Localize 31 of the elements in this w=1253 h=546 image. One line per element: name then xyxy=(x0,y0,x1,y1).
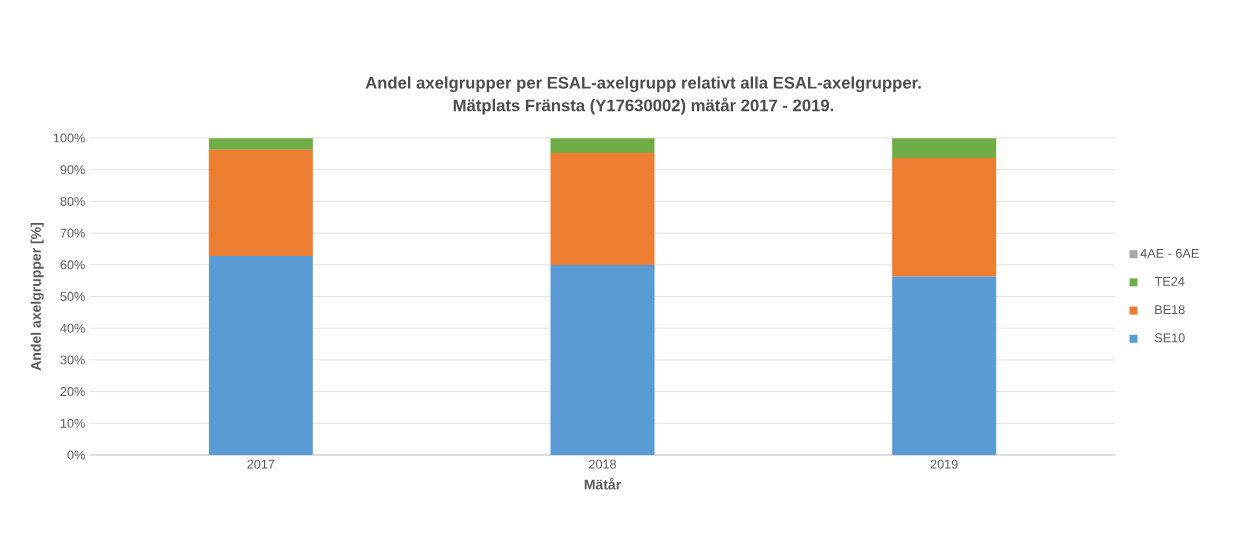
y-axis-title: Andel axelgrupper [%] xyxy=(30,223,44,371)
bar xyxy=(208,138,313,150)
y-tick-label: 90% xyxy=(60,165,85,175)
y-tick-label: 10% xyxy=(60,418,85,428)
bar xyxy=(208,149,313,256)
y-tick-label: 30% xyxy=(60,355,85,365)
bar xyxy=(550,152,655,266)
legend-label: TE24 xyxy=(1154,276,1185,286)
legend-label: SE10 xyxy=(1154,333,1185,343)
bar xyxy=(550,265,655,455)
y-tick-label: 100% xyxy=(53,133,85,143)
bar xyxy=(892,157,997,277)
bar xyxy=(892,138,997,158)
x-tick-label: 2018 xyxy=(589,459,617,469)
x-tick-label: 2017 xyxy=(247,459,275,469)
chart-title: Andel axelgrupper per ESAL-axelgrupp relativt alla ESAL-axelgrupper. xyxy=(365,76,921,93)
y-tick-label: 70% xyxy=(60,228,85,238)
y-tick-label: 60% xyxy=(60,260,85,270)
bar xyxy=(208,255,313,455)
legend-label: BE18 xyxy=(1155,305,1185,315)
y-tick-label: 20% xyxy=(60,387,85,397)
x-axis-title: Mätår xyxy=(584,477,621,490)
y-tick-label: 80% xyxy=(60,196,85,206)
x-tick-label: 2019 xyxy=(930,459,958,469)
bar xyxy=(550,138,655,153)
legend-label: 4AE - 6AE xyxy=(1140,248,1199,258)
y-tick-label: 0% xyxy=(67,450,85,460)
bar xyxy=(892,276,997,455)
y-tick-label: 40% xyxy=(60,323,85,333)
y-tick-label: 50% xyxy=(60,292,85,301)
chart-subtitle: Mätplats Fränsta (Y17630002) mätår 2017 - 2019. xyxy=(453,97,834,115)
